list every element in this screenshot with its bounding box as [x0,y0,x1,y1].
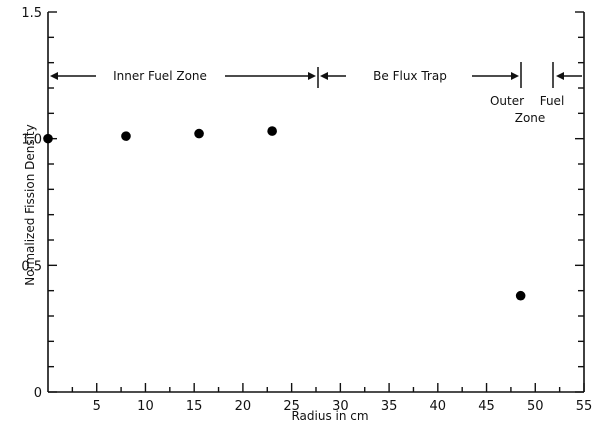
outer-fuel-zone-label-zone: Zone [515,111,546,125]
y-tick-label: 0 [34,386,42,401]
x-tick-label: 15 [186,399,203,414]
y-tick-label: 1.5 [21,6,42,21]
outer-fuel-zone-label-outer: Outer [490,94,524,108]
y-axis-ticks: 0 0.5 1.0 1.5 [21,6,584,401]
x-tick-label: 35 [381,399,398,414]
y-axis-title: Normalized Fission Density [23,124,37,285]
x-tick-label: 50 [527,399,544,414]
y-tick-label: 1.0 [21,133,42,148]
inner-zone-arrowhead-left [50,72,58,80]
x-axis-ticks: 5 10 15 20 25 30 35 40 45 50 55 [71,383,593,414]
be-trap-arrowhead-right [511,72,519,80]
x-tick-label: 5 [93,399,101,414]
data-point [43,133,53,144]
x-tick-label: 25 [283,399,300,414]
x-tick-label: 45 [478,399,495,414]
x-tick-label: 55 [576,399,593,414]
zone-annotations [50,62,582,88]
be-trap-arrowhead-left [320,72,328,80]
data-point [515,290,526,301]
data-point [194,128,204,139]
outer-fuel-zone-label-fuel: Fuel [540,94,565,108]
x-axis-title: Radius in cm [291,409,368,423]
x-tick-label: 40 [430,399,447,414]
outer-zone-arrowhead [556,72,564,80]
x-tick-label: 20 [235,399,252,414]
data-point [267,126,277,136]
x-tick-label: 10 [137,399,154,414]
x-tick-label: 30 [332,399,349,414]
data-points [43,126,526,301]
y-tick-label: 0.5 [21,259,42,274]
data-point [121,131,131,141]
be-flux-trap-label: Be Flux Trap [373,69,447,83]
inner-zone-arrowhead-right [308,72,316,80]
inner-fuel-zone-label: Inner Fuel Zone [113,69,207,83]
